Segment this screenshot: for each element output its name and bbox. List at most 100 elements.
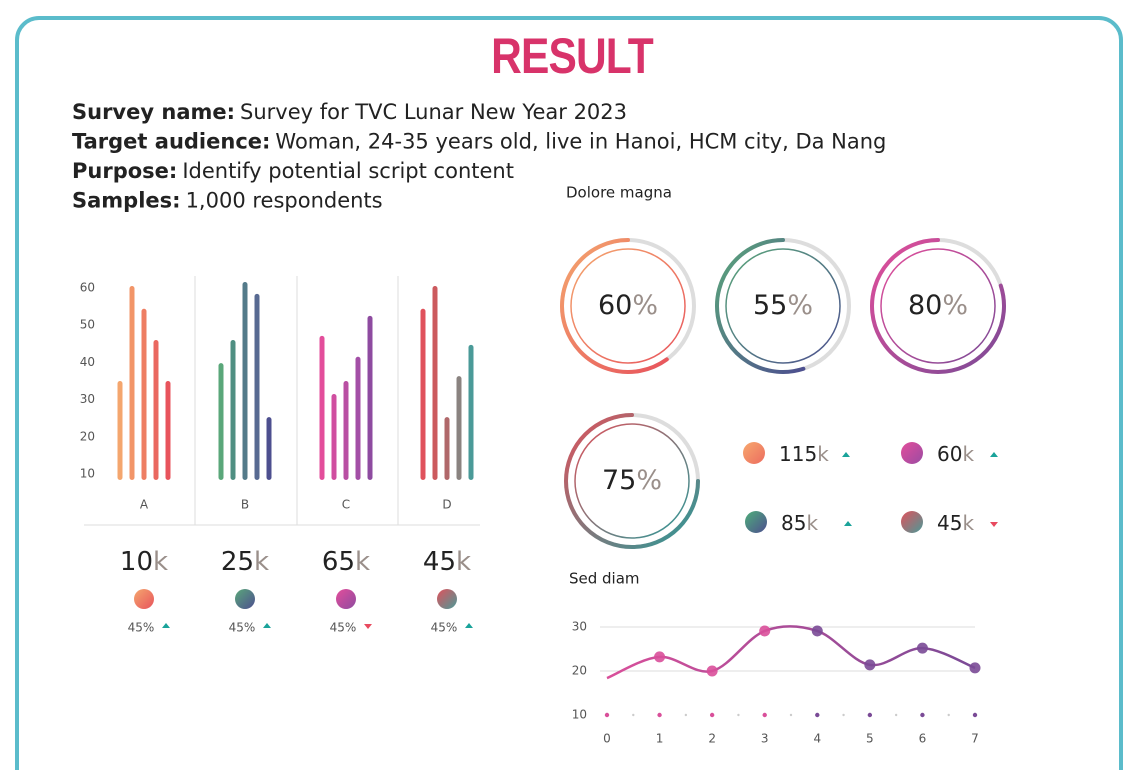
line bbox=[606, 625, 976, 680]
ring-inner bbox=[570, 248, 686, 364]
x-tick-label: 1 bbox=[656, 732, 664, 746]
x-tick-label: D bbox=[442, 498, 451, 512]
total-dot bbox=[235, 589, 255, 609]
info-label: Samples: bbox=[72, 189, 181, 213]
bar bbox=[242, 281, 248, 480]
x-tick-mark bbox=[762, 712, 767, 718]
info-value: Survey for TVC Lunar New Year 2023 bbox=[240, 100, 627, 124]
line-point bbox=[916, 642, 928, 654]
bar bbox=[367, 315, 373, 480]
stat-value: 45 bbox=[937, 511, 962, 535]
stat-unit: k bbox=[962, 511, 974, 535]
info-line: Survey name: Survey for TVC Lunar New Yea… bbox=[72, 100, 627, 124]
info-line: Samples: 1,000 respondents bbox=[72, 189, 383, 213]
trend-arrow bbox=[465, 623, 473, 628]
change-label: 45% bbox=[431, 621, 458, 635]
minor-dot bbox=[894, 713, 898, 717]
stat-dot bbox=[743, 442, 765, 464]
bar bbox=[117, 380, 123, 480]
stat-dot bbox=[901, 442, 923, 464]
y-tick-label: 60 bbox=[80, 280, 95, 294]
bar bbox=[420, 308, 426, 480]
bar bbox=[153, 340, 159, 480]
y-tick-label: 30 bbox=[80, 392, 95, 406]
x-tick-label: B bbox=[241, 498, 249, 512]
ring-arc bbox=[564, 413, 700, 549]
total-dot bbox=[134, 589, 154, 609]
bar bbox=[456, 376, 462, 480]
line-point bbox=[864, 659, 876, 671]
line-point bbox=[759, 625, 771, 637]
stat-value: 60 bbox=[937, 442, 962, 466]
ring-unit: % bbox=[636, 465, 662, 496]
x-tick-mark bbox=[709, 712, 715, 718]
bar bbox=[468, 344, 474, 480]
stat-dot bbox=[901, 511, 923, 533]
x-tick-label: 2 bbox=[708, 732, 716, 746]
stat-label: 115k bbox=[779, 442, 829, 466]
bar bbox=[355, 356, 361, 480]
x-tick-mark bbox=[815, 712, 820, 718]
stat-value: 115 bbox=[779, 442, 817, 466]
ring-label: 80% bbox=[908, 290, 968, 321]
total-unit: k bbox=[355, 547, 370, 577]
ring-unit: % bbox=[632, 290, 658, 321]
info-line: Purpose: Identify potential script conten… bbox=[72, 159, 514, 183]
ring-arc bbox=[560, 238, 669, 374]
y-tick-label: 10 bbox=[80, 467, 95, 481]
total-unit: k bbox=[153, 547, 168, 577]
frame bbox=[15, 16, 1123, 770]
ring-unit: % bbox=[942, 290, 968, 321]
ring-unit: % bbox=[787, 290, 813, 321]
total-unit: k bbox=[254, 547, 269, 577]
total-value: 45 bbox=[423, 547, 456, 577]
x-tick-label: A bbox=[140, 498, 149, 512]
info-label: Survey name: bbox=[72, 100, 235, 124]
stat-value: 85 bbox=[781, 511, 806, 535]
x-tick-mark bbox=[972, 712, 978, 718]
ring-inner bbox=[880, 248, 996, 364]
title: RESULT bbox=[491, 28, 653, 84]
stat-unit: k bbox=[962, 442, 974, 466]
bar bbox=[266, 417, 272, 480]
change-label: 45% bbox=[229, 621, 256, 635]
total: 45k bbox=[423, 547, 471, 577]
bar bbox=[165, 380, 171, 480]
minor-dot bbox=[789, 713, 793, 717]
trend-arrow bbox=[263, 623, 271, 628]
change-label: 45% bbox=[128, 621, 155, 635]
trend-arrow bbox=[990, 522, 998, 527]
ring-inner bbox=[725, 248, 841, 364]
line-point bbox=[706, 665, 718, 677]
x-tick-label: 3 bbox=[761, 732, 769, 746]
info-value: Identify potential script content bbox=[182, 159, 514, 183]
x-tick-label: 4 bbox=[813, 732, 821, 746]
chart-title: Sed diam bbox=[569, 570, 640, 588]
y-tick-label: 20 bbox=[572, 664, 587, 678]
info-value: 1,000 respondents bbox=[186, 189, 383, 213]
x-tick-mark bbox=[604, 712, 610, 718]
bar bbox=[254, 293, 260, 480]
total-value: 65 bbox=[322, 547, 355, 577]
ring-arc bbox=[715, 238, 806, 374]
ring-value: 80 bbox=[908, 290, 942, 321]
ring-arc bbox=[870, 238, 1006, 374]
info-line: Target audience: Woman, 24-35 years old, … bbox=[72, 130, 886, 154]
y-tick-label: 40 bbox=[80, 355, 95, 369]
x-tick-label: C bbox=[342, 498, 350, 512]
bar bbox=[141, 308, 147, 480]
ring-value: 60 bbox=[598, 290, 632, 321]
ring-value: 55 bbox=[753, 290, 787, 321]
total-unit: k bbox=[456, 547, 471, 577]
minor-dot bbox=[632, 713, 635, 717]
trend-arrow bbox=[844, 521, 852, 526]
x-tick-mark bbox=[867, 712, 873, 718]
bar bbox=[343, 380, 349, 480]
total-value: 25 bbox=[221, 547, 254, 577]
ring-label: 55% bbox=[753, 290, 813, 321]
trend-arrow bbox=[162, 623, 170, 628]
minor-dot bbox=[842, 713, 845, 717]
x-tick-label: 7 bbox=[971, 732, 979, 746]
stat-label: 45k bbox=[937, 511, 974, 535]
